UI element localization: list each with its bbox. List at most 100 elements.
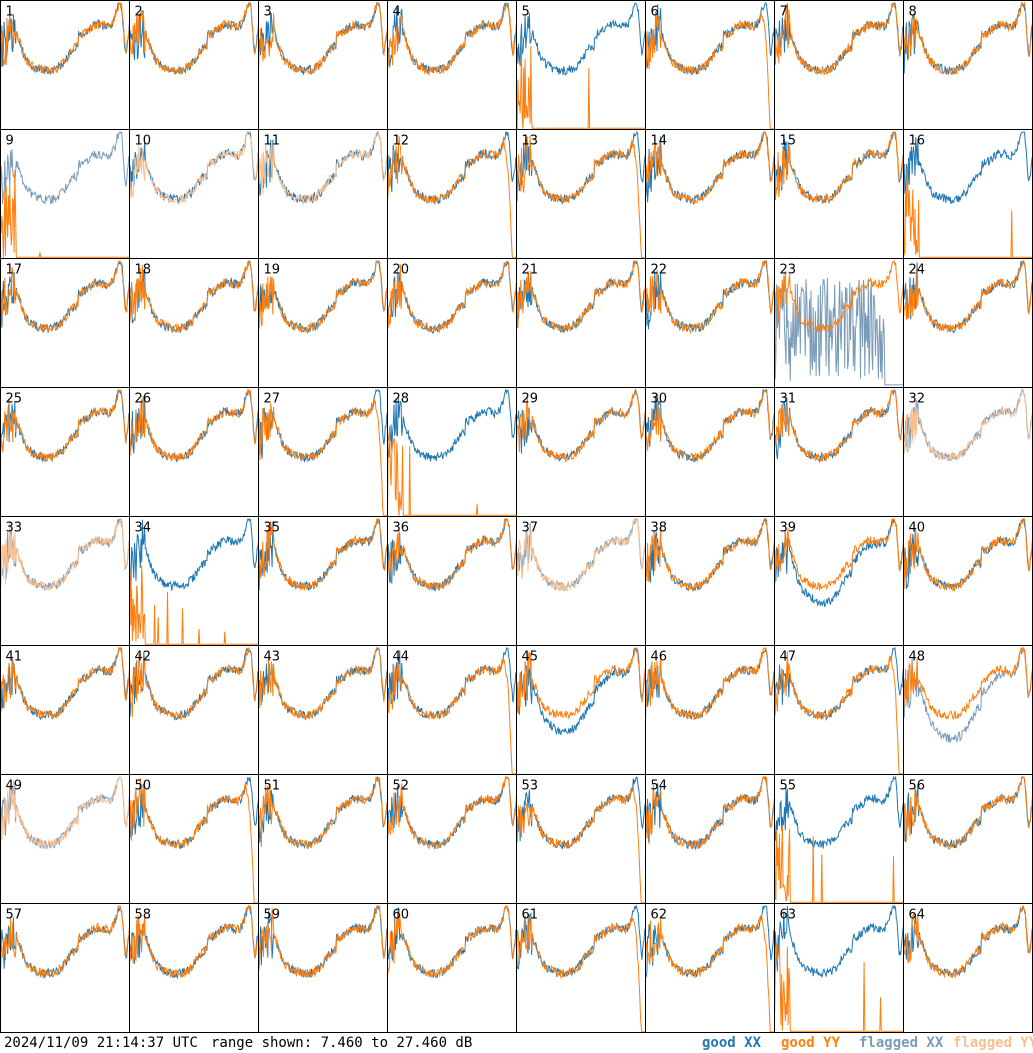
panel-label: 22	[651, 263, 668, 278]
series-line-yy-44	[387, 657, 517, 775]
panel-label: 18	[135, 263, 152, 278]
series-line-yy-1	[0, 1, 130, 76]
series-line-yy-48	[903, 646, 1033, 720]
series-line-yy-52	[387, 775, 517, 850]
panel-label: 7	[780, 5, 788, 20]
series-line-yy-12	[387, 135, 517, 259]
panel-label: 51	[264, 779, 281, 794]
series-line-yy-20	[387, 260, 517, 335]
series-line-xx-6	[645, 2, 775, 76]
panel-label: 44	[393, 650, 410, 665]
panel-label: 38	[651, 521, 668, 536]
series-line-xx-5	[516, 2, 646, 76]
series-line-xx-63	[774, 904, 904, 979]
panel-label: 25	[6, 392, 23, 407]
series-line-yy-6	[645, 11, 775, 130]
panel-label: 45	[522, 650, 539, 665]
series-line-xx-7	[774, 2, 904, 74]
panel-label: 23	[780, 263, 797, 278]
series-line-yy-56	[903, 776, 1033, 850]
antenna-panel-34: 34	[129, 518, 259, 645]
series-line-yy-64	[903, 905, 1033, 979]
antenna-panel-3: 3	[258, 1, 388, 76]
antenna-panel-2: 2	[129, 1, 259, 76]
series-line-yy-26	[129, 388, 259, 462]
series-line-yy-36	[387, 518, 517, 591]
panel-label: 46	[651, 650, 668, 665]
antenna-panel-47: 47	[774, 646, 904, 775]
series-line-yy-28	[387, 426, 517, 516]
series-line-yy-60	[387, 905, 517, 979]
antenna-panel-7: 7	[774, 2, 904, 76]
series-line-yy-59	[258, 905, 388, 979]
series-line-yy-54	[645, 776, 775, 849]
series-line-yy-31	[774, 388, 904, 462]
legend-good-xx: good XX	[702, 1035, 762, 1051]
series-line-fyy-33	[0, 517, 130, 592]
panel-label: 52	[393, 779, 410, 794]
series-line-yy-45	[516, 648, 646, 720]
series-line-fyy-11	[258, 130, 388, 206]
antenna-panel-26: 26	[129, 388, 259, 462]
series-line-yy-15	[774, 131, 904, 204]
series-line-yy-38	[645, 518, 775, 592]
antenna-panel-33: 33	[0, 517, 130, 592]
series-line-yy-14	[645, 131, 775, 205]
panel-label: 17	[6, 263, 23, 278]
antenna-panel-37: 37	[516, 517, 646, 592]
antenna-panel-6: 6	[645, 2, 775, 130]
legend-flagged-yy: flagged YY	[953, 1035, 1033, 1051]
antenna-panel-8: 8	[903, 1, 1033, 76]
series-line-yy-21	[516, 260, 646, 333]
panel-label: 54	[651, 779, 668, 794]
antenna-panel-5: 5	[516, 2, 646, 129]
panel-label: 34	[135, 521, 152, 536]
antenna-panel-10: 10	[129, 131, 259, 205]
series-line-yy-46	[645, 646, 775, 720]
panel-label: 9	[6, 134, 14, 149]
panel-label: 43	[264, 650, 281, 665]
series-line-yy-24	[903, 260, 1033, 333]
panel-label: 12	[393, 134, 410, 149]
panel-label: 35	[264, 521, 281, 536]
panel-label: 53	[522, 779, 539, 794]
antenna-panel-61: 61	[516, 904, 646, 1033]
antenna-panel-30: 30	[645, 388, 775, 462]
antenna-panel-32: 32	[903, 388, 1033, 462]
panel-label: 26	[135, 392, 152, 407]
series-line-fyy-10	[129, 131, 259, 205]
antenna-panel-1: 1	[0, 1, 130, 76]
panel-label: 31	[780, 392, 797, 407]
series-line-yy-17	[0, 260, 130, 334]
antenna-panel-24: 24	[903, 259, 1033, 334]
panel-label: 24	[909, 263, 926, 278]
panel-label: 5	[522, 5, 530, 20]
antenna-panel-14: 14	[645, 130, 775, 205]
series-line-yy-41	[0, 646, 130, 720]
antenna-panel-49: 49	[0, 776, 130, 851]
panel-label: 40	[909, 521, 926, 536]
antenna-panel-17: 17	[0, 260, 130, 334]
panel-label: 41	[6, 650, 23, 665]
series-line-yy-51	[258, 776, 388, 850]
antenna-panel-19: 19	[258, 260, 388, 334]
antenna-panel-51: 51	[258, 775, 388, 850]
series-line-fyy-37	[516, 517, 646, 592]
panel-label: 6	[651, 5, 659, 20]
panel-label: 49	[6, 779, 23, 794]
panel-label: 58	[135, 908, 152, 923]
series-line-yy-2	[129, 2, 259, 76]
panel-label: 28	[393, 392, 410, 407]
antenna-panel-50: 50	[129, 776, 259, 904]
series-line-fyy-49	[0, 776, 130, 851]
series-line-yy-63	[774, 943, 904, 1032]
panel-label: 13	[522, 134, 539, 149]
panel-label: 50	[135, 779, 152, 794]
series-line-yy-5	[516, 45, 646, 129]
series-line-yy-27	[258, 397, 388, 517]
panel-label: 55	[780, 779, 797, 794]
series-line-xx-28	[387, 388, 517, 462]
antenna-panel-52: 52	[387, 775, 517, 850]
series-line-yy-7	[774, 2, 904, 76]
antenna-panel-64: 64	[903, 905, 1033, 979]
